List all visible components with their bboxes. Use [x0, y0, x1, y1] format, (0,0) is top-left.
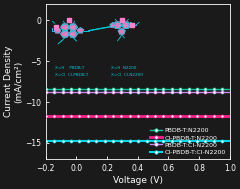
- Y-axis label: Current Density
(mA/cm²): Current Density (mA/cm²): [4, 46, 24, 117]
- X-axis label: Voltage (V): Voltage (V): [113, 176, 163, 185]
- Legend: PBDB-T:N2200, Cl-PBDB-T:N2200, PBDB-T:Cl-N2200, Cl-PBDB-T:Cl-N2200: PBDB-T:N2200, Cl-PBDB-T:N2200, PBDB-T:Cl…: [149, 127, 227, 156]
